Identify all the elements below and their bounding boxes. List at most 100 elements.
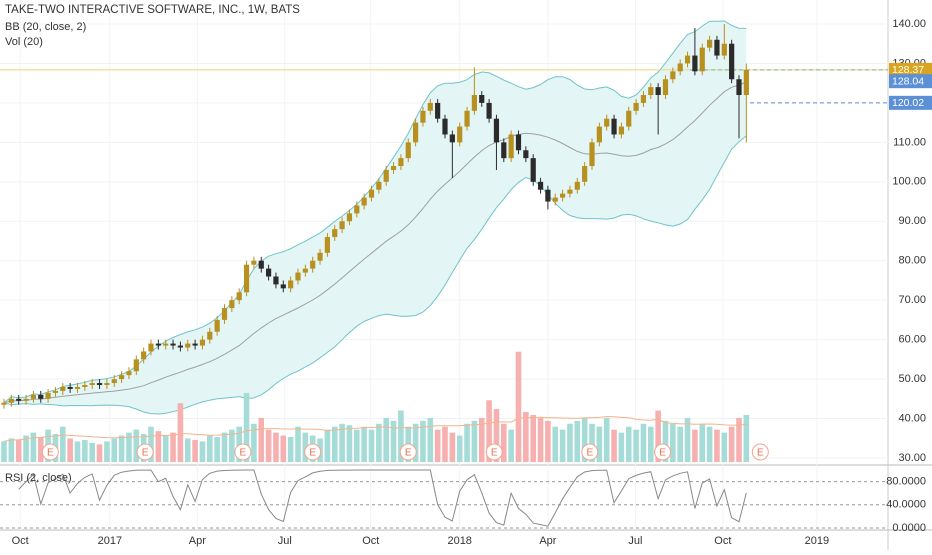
volume-bar <box>515 351 522 462</box>
volume-bar <box>74 441 81 462</box>
volume-bar <box>670 423 676 462</box>
candle-body <box>655 87 661 96</box>
candle-body <box>185 343 191 348</box>
candle-body <box>626 110 632 127</box>
candle-body <box>714 39 720 56</box>
candle-body <box>346 213 353 222</box>
candle-body <box>486 102 492 119</box>
price-label-box <box>889 95 932 110</box>
candle-body <box>560 193 566 198</box>
candle-body <box>589 142 595 167</box>
indicator-legend: Vol (20) <box>5 36 43 48</box>
candle-body <box>310 260 316 269</box>
bb-fill <box>4 21 747 414</box>
candle-body <box>376 181 382 190</box>
volume-bar <box>15 439 22 462</box>
candle-body <box>243 264 250 293</box>
x-tick-label: 2018 <box>447 535 471 547</box>
candle-body <box>729 43 735 80</box>
candle-body <box>74 386 81 389</box>
volume-bar <box>302 432 309 462</box>
x-tick-label: Oct <box>714 535 731 547</box>
volume-bar <box>67 438 73 462</box>
candle-body <box>170 343 176 346</box>
price-label: 128.04 <box>892 75 924 87</box>
earnings-marker <box>751 443 769 461</box>
volume-bar <box>184 438 191 462</box>
candle-body <box>214 319 220 332</box>
bb-lower <box>3 135 747 415</box>
x-tick-label: Oct <box>362 535 379 547</box>
candle-body <box>258 260 264 269</box>
volume-bar <box>714 429 720 462</box>
price-label-box <box>889 74 932 89</box>
volume-bar <box>89 442 95 462</box>
volume-bar <box>567 423 573 462</box>
volume-bar <box>530 414 536 462</box>
volume-bar <box>706 426 713 462</box>
candle-body <box>390 166 397 170</box>
candle-body <box>582 166 588 182</box>
volume-bar <box>383 417 389 462</box>
volume-bar <box>177 403 184 462</box>
volume-bar <box>611 429 617 462</box>
candle-body <box>67 386 73 389</box>
volume-bar <box>559 429 566 462</box>
candle-body <box>324 237 330 253</box>
candle-body <box>295 272 301 281</box>
volume-bar <box>82 439 88 462</box>
volume-bar <box>625 426 632 462</box>
volume-bar <box>37 437 44 462</box>
volume-bar <box>251 423 257 462</box>
volume-bar <box>662 420 669 462</box>
volume-bar <box>640 423 647 462</box>
volume-bar <box>265 429 272 462</box>
candle-body <box>413 122 419 143</box>
volume-bar <box>229 429 235 462</box>
volume-bar <box>361 426 367 462</box>
earnings-marker <box>41 443 59 461</box>
volume-bar <box>648 426 654 462</box>
candle-body <box>449 134 455 143</box>
indicator-legend: BB (20, close, 2) <box>5 21 86 33</box>
volume-bar <box>111 438 118 462</box>
volume-bar <box>192 439 198 462</box>
volume-bar <box>273 432 279 462</box>
volume-bar <box>728 426 735 462</box>
volume-bar <box>442 426 448 462</box>
volume-bar <box>508 429 514 462</box>
volume-ma <box>3 415 747 442</box>
candle-body <box>1 402 7 405</box>
rsi-tick-label: 0.0000 <box>892 522 926 534</box>
candle-body <box>537 181 544 190</box>
volume-bar <box>331 426 338 462</box>
volume-bar <box>258 417 265 462</box>
candle-body <box>126 371 132 376</box>
earnings-label: E <box>659 448 666 459</box>
candle-body <box>288 280 294 289</box>
volume-bar <box>486 400 492 462</box>
candle-body <box>30 394 36 399</box>
volume-bar <box>155 431 162 462</box>
candle-body <box>38 394 44 399</box>
volume-bar <box>1 441 7 462</box>
volume-bar <box>677 426 683 462</box>
price-label-box <box>889 62 932 77</box>
candle-body <box>266 268 272 277</box>
volume-bar <box>574 420 581 462</box>
volume-bar <box>618 432 625 462</box>
candle-body <box>611 118 617 135</box>
candle-body <box>23 398 29 401</box>
volume-bar <box>199 441 206 462</box>
candle-body <box>574 181 580 190</box>
candle-body <box>618 126 624 135</box>
candle-body <box>82 385 88 387</box>
candle-body <box>148 343 154 352</box>
candle-body <box>405 142 411 159</box>
candle-body <box>457 126 463 143</box>
candle-body <box>699 47 705 72</box>
earnings-label: E <box>142 448 149 459</box>
volume-bar <box>721 432 728 462</box>
price-label: 128.37 <box>892 64 924 76</box>
volume-bar <box>324 429 331 462</box>
